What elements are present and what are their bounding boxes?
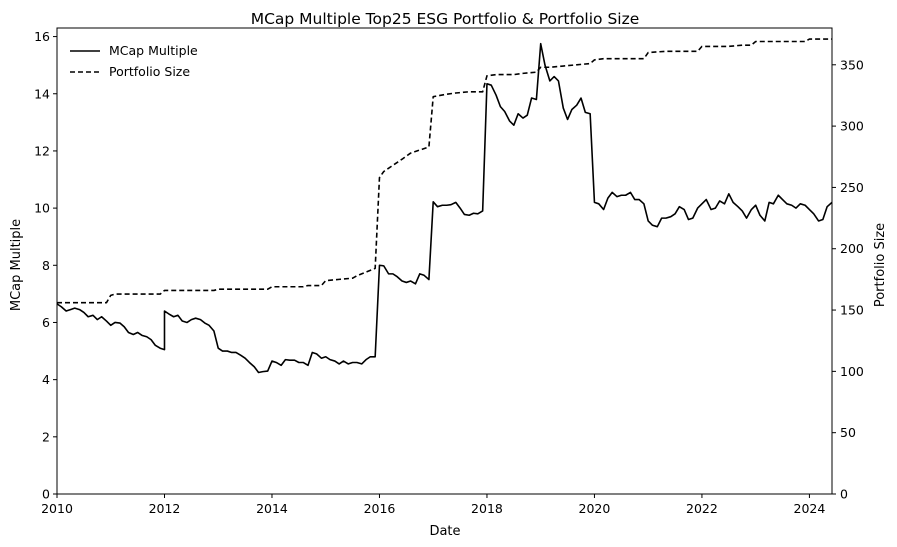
legend-label-portfolio-size: Portfolio Size [109,64,190,79]
x-axis-ticks: 2010 2012 2014 2016 2018 2020 2022 2024 [41,494,825,516]
x-tick-label: 2016 [364,501,396,516]
left-y-axis-label: MCap Multiple [9,219,24,311]
right-y-tick-label: 250 [840,180,864,195]
right-y-tick-label: 200 [840,241,864,256]
x-axis-label: Date [429,524,460,539]
x-tick-label: 2018 [471,501,503,516]
right-y-tick-label: 50 [840,425,856,440]
x-tick-label: 2024 [794,501,826,516]
left-y-tick-label: 6 [42,315,50,330]
left-y-tick-label: 12 [34,143,50,158]
left-y-tick-label: 14 [34,86,50,101]
left-y-tick-label: 10 [34,201,50,216]
left-y-tick-label: 0 [42,487,50,502]
left-y-axis-ticks: 0 2 4 6 8 10 12 14 16 [34,29,57,502]
x-tick-label: 2012 [149,501,181,516]
plot-frame [56,27,833,495]
legend-label-mcap-multiple: MCap Multiple [109,43,198,58]
left-y-tick-label: 4 [42,372,50,387]
chart-title: MCap Multiple Top25 ESG Portfolio & Port… [251,10,640,28]
portfolio-size-series-line [57,38,832,304]
left-y-tick-label: 2 [42,429,50,444]
right-y-axis-label: Portfolio Size [873,223,888,307]
right-y-tick-label: 350 [840,57,864,72]
right-y-tick-label: 100 [840,364,864,379]
x-tick-label: 2020 [579,501,611,516]
x-tick-label: 2014 [256,501,288,516]
mcap-multiple-series-line [56,42,833,374]
series-layer [56,38,833,374]
right-y-axis-ticks: 0 50 100 150 200 250 300 350 [832,57,864,502]
x-tick-label: 2010 [41,501,73,516]
right-y-tick-label: 300 [840,119,864,134]
plot-area [56,27,833,495]
left-y-tick-label: 8 [42,258,50,273]
legend: MCap Multiple Portfolio Size [70,43,198,79]
right-y-tick-label: 0 [840,487,848,502]
left-y-tick-label: 16 [34,29,50,44]
x-tick-label: 2022 [686,501,718,516]
right-y-tick-label: 150 [840,303,864,318]
